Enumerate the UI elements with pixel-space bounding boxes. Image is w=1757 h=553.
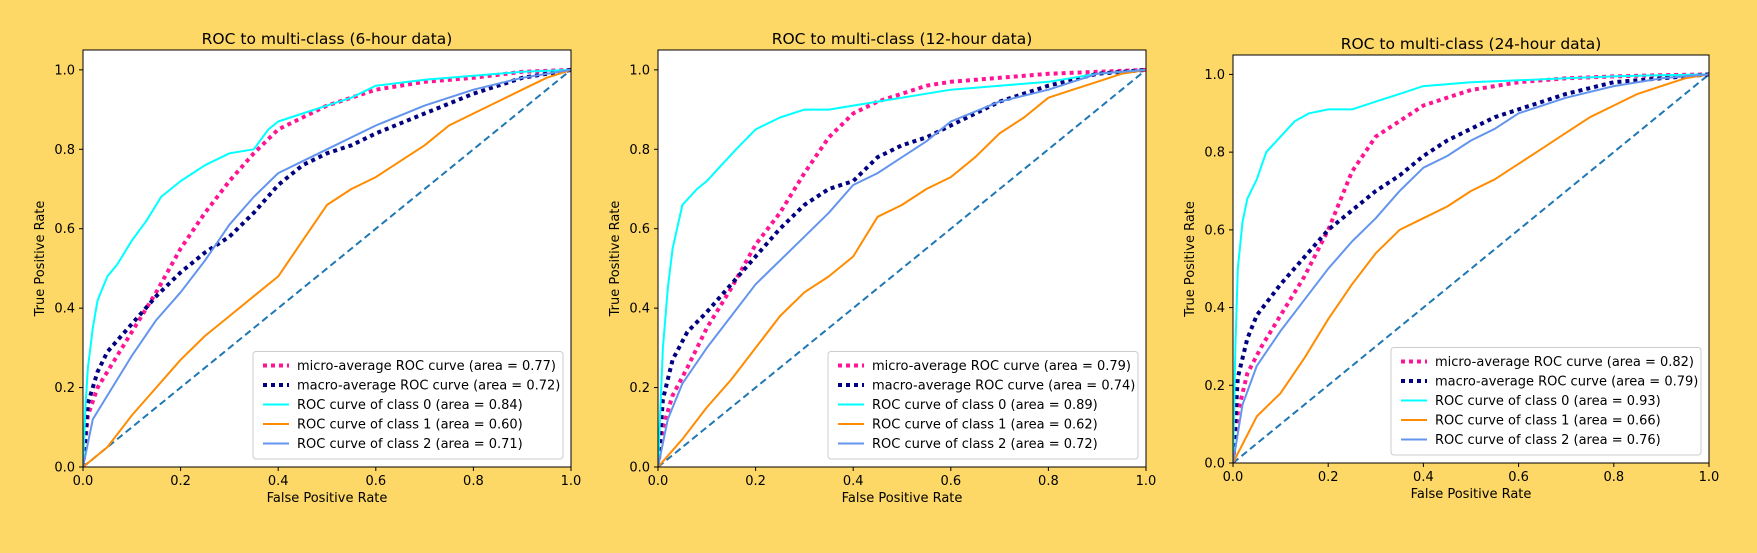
x-tick-label: 0.2 xyxy=(745,474,766,489)
legend-entry-label: ROC curve of class 1 (area = 0.62) xyxy=(872,418,1098,433)
y-axis-label: True Positive Rate xyxy=(1183,201,1198,318)
y-tick-label: 1.0 xyxy=(1204,68,1225,83)
legend-entry-label: ROC curve of class 2 (area = 0.76) xyxy=(1435,433,1661,448)
x-axis-label: False Positive Rate xyxy=(842,491,963,506)
series-line-0 xyxy=(83,67,571,467)
chart-title: ROC to multi-class (24-hour data) xyxy=(1341,35,1602,53)
y-tick-label: 0.2 xyxy=(1204,379,1225,394)
y-tick-label: 1.0 xyxy=(54,63,75,78)
x-tick-label: 0.0 xyxy=(73,474,94,489)
axes-frame xyxy=(82,49,572,468)
chart-panel-3: 0.0 0.2 0.4 0.6 0.8 1.0 0.0 0.2 0.4 0.6 0.8 1.0 ROC … xyxy=(1183,35,1719,502)
legend-entry-label: micro-average ROC curve (area = 0.79) xyxy=(872,359,1131,374)
series-line-3 xyxy=(1233,73,1709,463)
legend-box xyxy=(252,351,564,460)
legend-entry-label: ROC curve of class 2 (area = 0.72) xyxy=(872,437,1098,452)
legend-box xyxy=(1390,347,1702,456)
x-tick-label: 0.0 xyxy=(648,474,669,489)
legend: micro-average ROC curve (area = 0.82) mac… xyxy=(1390,347,1702,456)
legend-entry-label: ROC curve of class 1 (area = 0.66) xyxy=(1435,414,1661,429)
series-group xyxy=(1233,72,1709,463)
y-tick-label: 1.0 xyxy=(629,63,650,78)
series-line-4 xyxy=(658,68,1146,467)
x-tick-label: 0.2 xyxy=(170,474,191,489)
chance-diagonal-line xyxy=(1233,73,1709,463)
y-axis-label: True Positive Rate xyxy=(33,201,48,318)
x-tick-label: 0.6 xyxy=(940,474,961,489)
y-tick-label: 0.6 xyxy=(629,222,650,237)
x-tick-label: 1.0 xyxy=(561,474,582,489)
x-axis-label: False Positive Rate xyxy=(1411,487,1532,502)
y-tick-label: 0.0 xyxy=(629,461,650,476)
x-tick-label: 0.4 xyxy=(268,474,289,489)
y-tick-label: 0.4 xyxy=(54,302,75,317)
legend-entry-label: ROC curve of class 0 (area = 0.89) xyxy=(872,398,1098,413)
x-tick-label: 0.4 xyxy=(1413,470,1434,485)
chance-diagonal-line xyxy=(83,69,571,467)
legend-entry-label: macro-average ROC curve (area = 0.74) xyxy=(872,379,1135,394)
y-tick-label: 0.8 xyxy=(1204,146,1225,161)
x-tick-label: 0.8 xyxy=(463,474,484,489)
y-tick-label: 0.4 xyxy=(629,302,650,317)
x-tick-label: 0.4 xyxy=(843,474,864,489)
chart-panel-1: 0.0 0.2 0.4 0.6 0.8 1.0 0.0 0.2 0.4 0.6 0.8 1.0 ROC … xyxy=(33,30,581,506)
legend-entry-label: ROC curve of class 0 (area = 0.84) xyxy=(297,398,523,413)
y-tick-label: 0.8 xyxy=(629,143,650,158)
series-line-4 xyxy=(1233,73,1709,463)
x-tick-label: 1.0 xyxy=(1136,474,1157,489)
x-tick-label: 0.0 xyxy=(1223,470,1244,485)
y-tick-label: 0.4 xyxy=(1204,301,1225,316)
y-tick-label: 0.2 xyxy=(54,381,75,396)
legend-entry-label: ROC curve of class 1 (area = 0.60) xyxy=(297,418,523,433)
y-tick-label: 0.0 xyxy=(1204,457,1225,472)
x-tick-label: 0.2 xyxy=(1318,470,1339,485)
series-line-2 xyxy=(658,68,1146,467)
chart-title: ROC to multi-class (6-hour data) xyxy=(202,30,453,48)
series-line-3 xyxy=(658,68,1146,467)
legend: micro-average ROC curve (area = 0.79) mac… xyxy=(827,351,1139,460)
y-tick-label: 0.2 xyxy=(629,381,650,396)
chart-title: ROC to multi-class (12-hour data) xyxy=(772,30,1033,48)
series-line-4 xyxy=(83,68,571,467)
series-line-0 xyxy=(658,67,1146,467)
series-line-2 xyxy=(83,68,571,467)
y-tick-label: 0.0 xyxy=(54,461,75,476)
series-line-1 xyxy=(83,67,571,467)
axes-frame xyxy=(1232,54,1710,464)
axes-frame xyxy=(657,49,1147,468)
series-group xyxy=(83,67,571,467)
legend-entry-label: micro-average ROC curve (area = 0.77) xyxy=(297,359,556,374)
x-tick-label: 1.0 xyxy=(1699,470,1720,485)
legend-entry-label: ROC curve of class 2 (area = 0.71) xyxy=(297,437,523,452)
series-line-1 xyxy=(1233,72,1709,463)
y-tick-label: 0.8 xyxy=(54,143,75,158)
legend-entry-label: macro-average ROC curve (area = 0.79) xyxy=(1435,375,1698,390)
legend-entry-label: ROC curve of class 0 (area = 0.93) xyxy=(1435,394,1661,409)
series-group xyxy=(658,67,1146,467)
y-tick-label: 0.6 xyxy=(1204,223,1225,238)
legend-entry-label: macro-average ROC curve (area = 0.72) xyxy=(297,379,560,394)
legend-entry-label: micro-average ROC curve (area = 0.82) xyxy=(1435,355,1694,370)
y-tick-label: 0.6 xyxy=(54,222,75,237)
x-tick-label: 0.8 xyxy=(1038,474,1059,489)
x-tick-label: 0.8 xyxy=(1603,470,1624,485)
chart-panel-2: 0.0 0.2 0.4 0.6 0.8 1.0 0.0 0.2 0.4 0.6 0.8 1.0 ROC … xyxy=(608,30,1156,506)
chance-diagonal-line xyxy=(658,69,1146,467)
x-axis-label: False Positive Rate xyxy=(267,491,388,506)
series-line-3 xyxy=(83,68,571,467)
x-tick-label: 0.6 xyxy=(365,474,386,489)
legend: micro-average ROC curve (area = 0.77) mac… xyxy=(252,351,564,460)
legend-box xyxy=(827,351,1139,460)
y-axis-label: True Positive Rate xyxy=(608,201,623,318)
x-tick-label: 0.6 xyxy=(1508,470,1529,485)
series-line-2 xyxy=(1233,73,1709,463)
